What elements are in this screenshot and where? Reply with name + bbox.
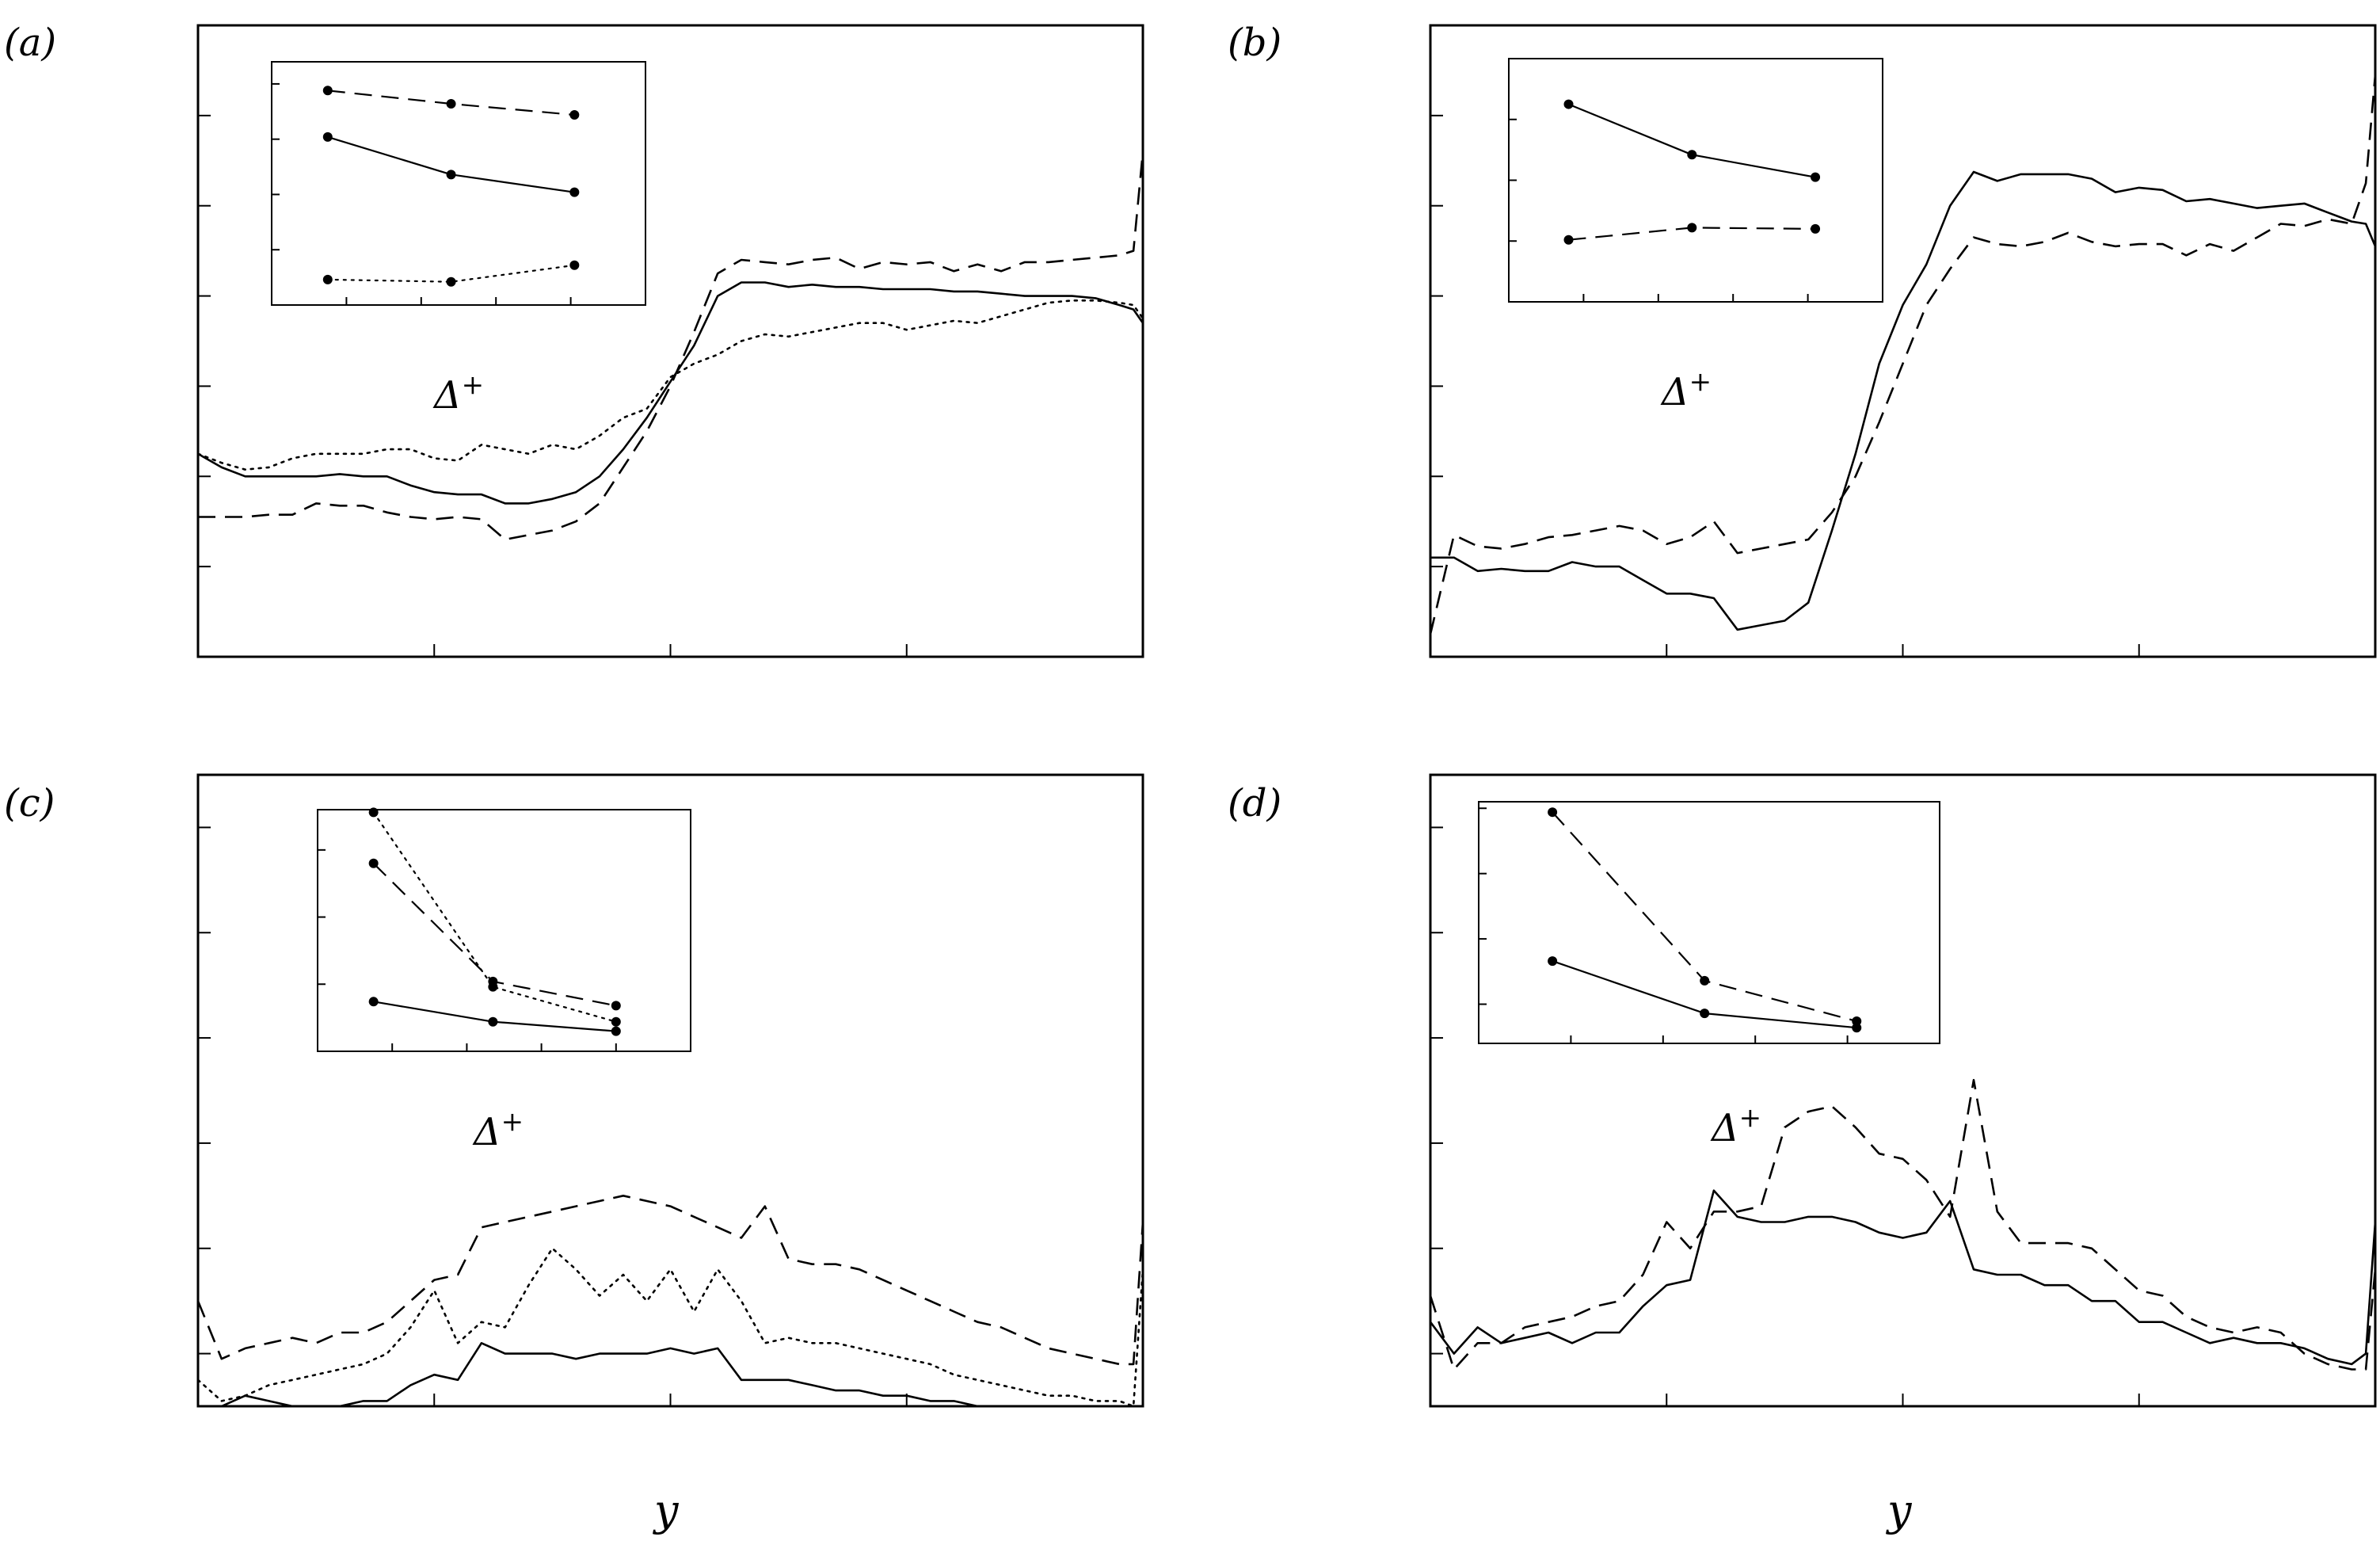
panel-a-inset-series-dotted	[326, 264, 576, 283]
panel-b-inset-point-dashed	[1811, 223, 1821, 234]
panel-d-main-series-dashed	[1430, 1078, 2375, 1371]
panel-a-inset-point-dashed	[322, 86, 333, 96]
panel-b-main-series-solid	[1430, 170, 2375, 631]
panel-b-inset-point-solid	[1687, 150, 1697, 160]
panel-a-label: (a)	[4, 21, 56, 65]
panel-d-xlabel: y	[1886, 1485, 1913, 1535]
panel-a-main-series-dashed	[198, 151, 1143, 541]
plot-layer	[197, 25, 2375, 1406]
panel-b-main-series-dashed	[1430, 74, 2375, 635]
panel-a-inset-point-solid	[322, 132, 333, 142]
panel-c-inset-frame	[317, 809, 691, 1052]
panel-d-main-series-solid	[1430, 1189, 2375, 1366]
panel-c-inset-point-solid	[611, 1026, 621, 1036]
panel-a-inset-xlabel: Δ+	[432, 369, 484, 418]
panel-a-inset-point-solid	[446, 170, 456, 180]
panel-d-inset-point-dashed	[1852, 1016, 1862, 1026]
panel-c-inset-point-dotted	[368, 807, 379, 818]
panel-c-inset-xlabel: Δ+	[472, 1106, 524, 1154]
panel-c-inset-point-dashed	[611, 1001, 621, 1011]
panel-c-inset-point-dashed	[368, 858, 379, 868]
panel-d-label: (d)	[1228, 781, 1281, 826]
panel-b-inset-xlabel: Δ+	[1660, 366, 1712, 414]
panel-b-label: (b)	[1228, 21, 1281, 65]
panel-d-inset-point-solid	[1548, 956, 1558, 967]
panel-a-inset-point-dotted	[322, 274, 333, 284]
panel-c-inset-point-solid	[488, 1016, 498, 1027]
panel-c-inset-series-dotted	[372, 811, 617, 1023]
panel-a-inset-point-dashed	[446, 99, 456, 109]
panel-a-inset-point-dotted	[569, 260, 580, 270]
panel-c-main-series-dashed	[198, 1195, 1143, 1366]
panel-d-inset-point-dashed	[1700, 975, 1710, 986]
panel-a-inset-point-dashed	[569, 109, 580, 120]
panel-c: (c) y Δ+	[4, 773, 1144, 1535]
panel-c-label: (c)	[4, 781, 55, 826]
panel-c-xlabel: y	[653, 1485, 680, 1535]
panel-d-inset-point-solid	[1852, 1023, 1862, 1033]
panel-a-main-series-dotted	[198, 299, 1143, 471]
panel-a-inset-point-solid	[569, 187, 580, 197]
panel-a: (a) Δ+	[4, 21, 1144, 658]
panel-b: (b) Δ+	[1228, 21, 2377, 658]
panel-d-inset-xlabel: Δ+	[1710, 1102, 1761, 1150]
panel-c-main-series-solid	[198, 1342, 1143, 1406]
panel-d-inset-point-dashed	[1548, 807, 1558, 818]
panel-a-inset-frame	[271, 61, 646, 306]
panel-c-main-series-dotted	[198, 1247, 1143, 1406]
panel-d: (d) y Δ+	[1228, 773, 2377, 1535]
panel-b-inset-point-dashed	[1687, 223, 1697, 233]
panel-a-main-series-solid	[198, 281, 1143, 505]
panel-b-inset-point-dashed	[1563, 235, 1574, 245]
panel-c-inset-point-dashed	[488, 976, 498, 986]
panel-b-inset-point-solid	[1563, 99, 1574, 109]
panel-d-inset-frame	[1478, 801, 1940, 1044]
panel-c-inset-point-solid	[368, 997, 379, 1007]
panel-d-inset-point-solid	[1700, 1009, 1710, 1019]
panel-c-inset-point-dotted	[611, 1016, 621, 1027]
panel-a-inset-point-dotted	[446, 276, 456, 287]
panel-b-inset-frame	[1508, 58, 1883, 303]
panel-b-inset-point-solid	[1811, 172, 1821, 182]
